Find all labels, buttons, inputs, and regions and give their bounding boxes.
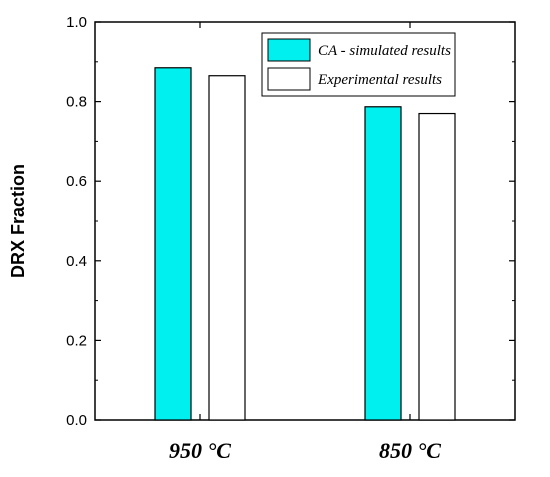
x-axis: 950 °C 850 °C [169, 22, 441, 463]
x-category-label: 850 °C [379, 438, 441, 463]
y-tick-label: 1.0 [66, 14, 87, 31]
legend-swatch [267, 67, 311, 91]
y-axis: 0.0 0.2 0.4 0.6 0.8 1.0 [66, 14, 515, 429]
legend: CA - simulated results Experimental resul… [261, 32, 456, 97]
legend-label: CA - simulated results [318, 43, 451, 59]
legend-label: Experimental results [317, 72, 442, 88]
legend-swatch [267, 38, 311, 62]
y-tick-label: 0.0 [66, 412, 87, 429]
y-axis-title: DRX Fraction [8, 164, 28, 278]
bars [154, 67, 456, 421]
bar-ca-simulated-0 [154, 67, 192, 421]
y-tick-label: 0.8 [66, 94, 87, 111]
y-tick-label: 0.2 [66, 332, 87, 349]
bar-experimental-1 [418, 112, 456, 421]
y-tick-label: 0.4 [66, 253, 87, 270]
bar-ca-simulated-1 [364, 106, 402, 421]
bar-experimental-0 [208, 75, 246, 421]
y-tick-label: 0.6 [66, 173, 87, 190]
x-category-label: 950 °C [169, 438, 231, 463]
